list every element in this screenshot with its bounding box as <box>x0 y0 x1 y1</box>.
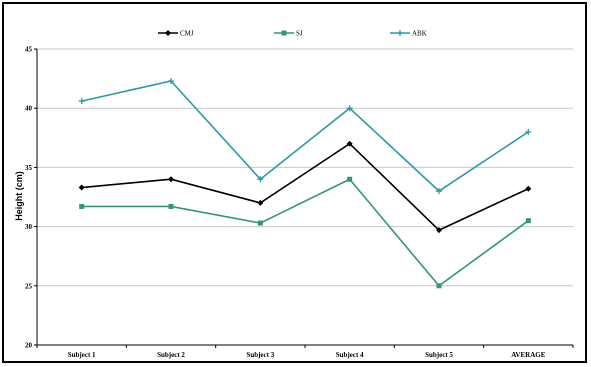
point-abk-6 <box>525 128 532 135</box>
gridlines <box>37 48 573 287</box>
point-abk-5 <box>436 188 442 195</box>
point-sj-4 <box>347 176 353 182</box>
y-tick-label-30: 30 <box>25 223 33 231</box>
point-sj-3 <box>257 220 263 226</box>
legend: CMJ SJ ABK <box>158 30 427 38</box>
point-sj-2 <box>168 203 174 209</box>
point-sj-1 <box>79 203 85 209</box>
legend-marker-cmj <box>165 30 171 36</box>
point-cmj-5 <box>436 227 442 234</box>
point-cmj-1 <box>78 184 85 191</box>
y-tick-label-20: 20 <box>25 342 33 350</box>
legend-label-sj: SJ <box>296 30 303 38</box>
x-tick-label-6: AVERAGE <box>511 351 545 359</box>
point-cmj-4 <box>346 140 353 147</box>
x-tick-label-1: Subject 1 <box>68 351 96 359</box>
x-tick-label-2: Subject 2 <box>157 351 185 359</box>
point-cmj-3 <box>257 199 264 206</box>
y-tick-label-35: 35 <box>25 164 33 172</box>
axes: 20 25 30 35 40 45 Subject 1 Subject 2 Subject 3 S… <box>25 46 574 359</box>
y-axis-title: Height (cm) <box>14 171 24 221</box>
point-abk-2 <box>168 77 174 84</box>
legend-marker-sj <box>281 30 287 36</box>
point-cmj-6 <box>525 185 532 192</box>
x-tick-label-4: Subject 4 <box>336 351 364 359</box>
point-sj-5 <box>436 283 442 289</box>
point-sj-6 <box>525 218 531 224</box>
point-cmj-2 <box>168 176 174 183</box>
series-lines <box>78 77 532 289</box>
x-tick-label-3: Subject 3 <box>246 351 274 359</box>
point-abk-3 <box>257 176 264 183</box>
y-tick-label-45: 45 <box>25 46 33 54</box>
legend-label-abk: ABK <box>412 30 427 38</box>
x-tick-label-5: Subject 5 <box>425 351 453 359</box>
legend-label-cmj: CMJ <box>180 30 194 38</box>
series-line-sj <box>81 178 529 287</box>
legend-marker-abk <box>397 30 403 36</box>
point-abk-4 <box>346 105 353 112</box>
series-line-cmj <box>81 142 529 232</box>
series-line-abk <box>81 80 529 193</box>
y-tick-label-40: 40 <box>25 105 33 113</box>
chart-frame <box>2 2 587 363</box>
y-tick-label-25: 25 <box>25 282 33 290</box>
point-abk-1 <box>78 98 85 105</box>
